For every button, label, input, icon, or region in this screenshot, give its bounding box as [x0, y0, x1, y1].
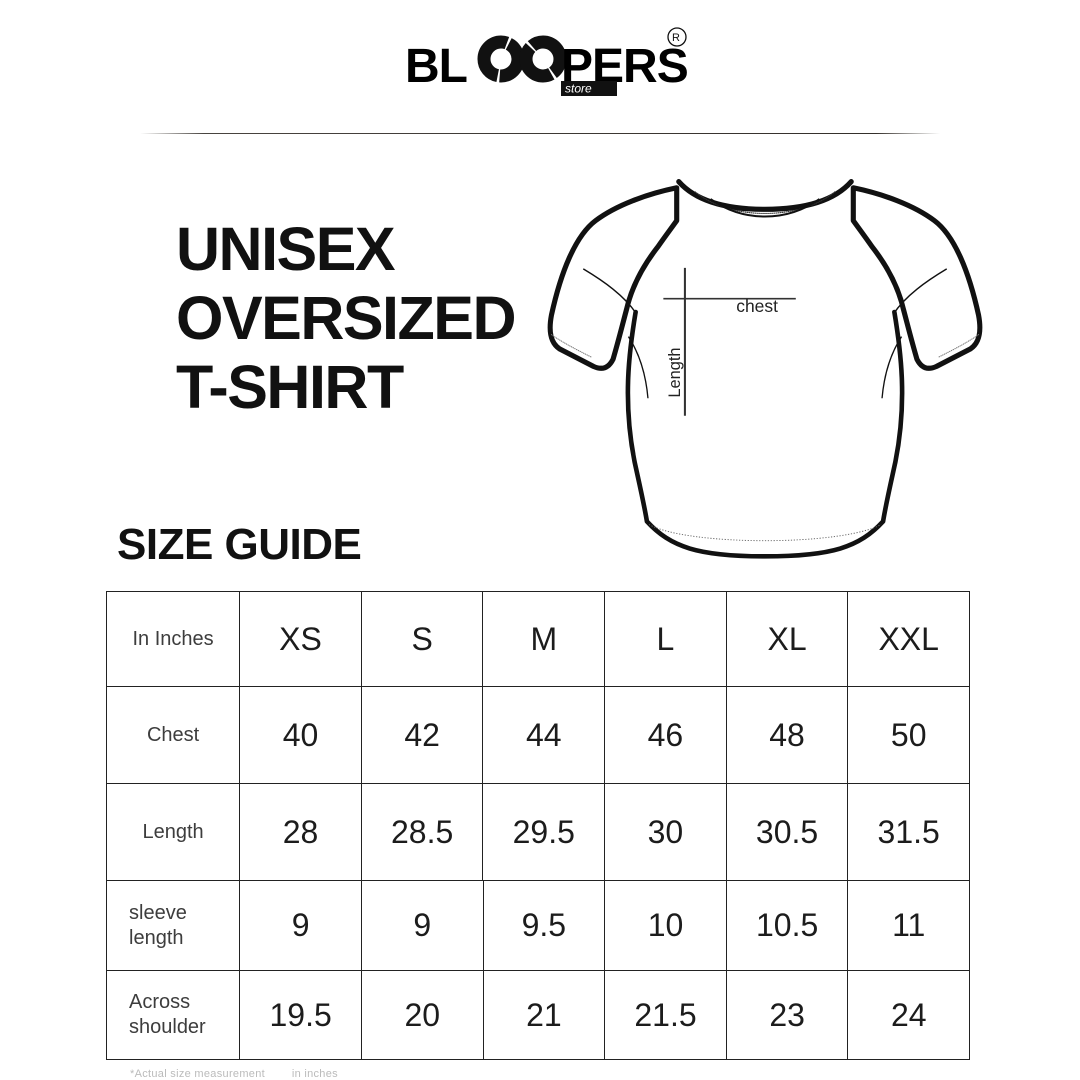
svg-text:Length: Length: [666, 347, 684, 397]
svg-text:BL: BL: [405, 40, 467, 93]
svg-text:chest: chest: [736, 296, 778, 316]
svg-text:R: R: [672, 32, 680, 44]
svg-text:store: store: [565, 82, 592, 96]
